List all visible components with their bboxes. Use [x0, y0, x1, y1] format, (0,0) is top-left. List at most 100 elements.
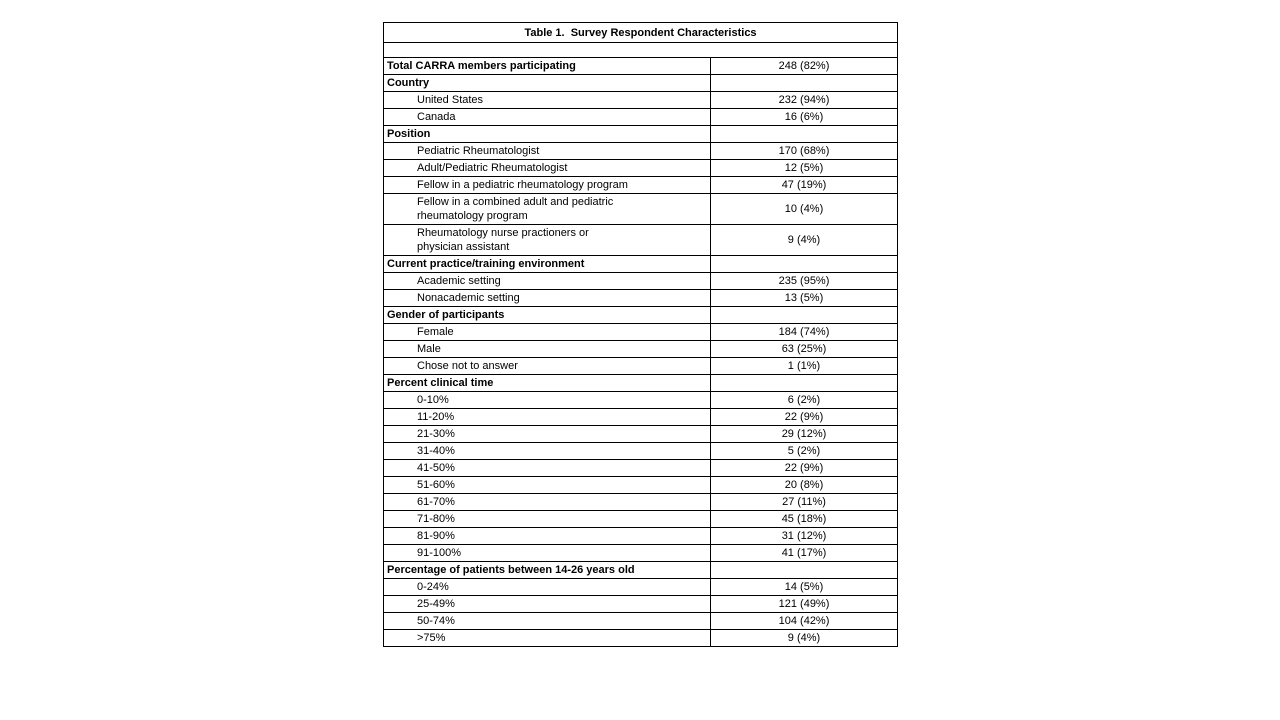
row-label: Chose not to answer — [383, 357, 711, 375]
row-value: 6 (2%) — [709, 391, 899, 409]
table-spacer-row — [382, 42, 899, 58]
row-value: 12 (5%) — [709, 159, 899, 177]
table-row: Percentage of patients between 14-26 yea… — [383, 561, 899, 579]
row-value: 170 (68%) — [709, 142, 899, 160]
row-value: 235 (95%) — [709, 272, 899, 290]
table-title-row: Table 1. Survey Respondent Characteristi… — [382, 22, 899, 43]
table-body: Total CARRA members participating 248 (82… — [383, 57, 899, 647]
row-label: Percentage of patients between 14-26 yea… — [383, 561, 711, 579]
row-label: Rheumatology nurse practioners or physic… — [383, 224, 711, 256]
row-label: 11-20% — [383, 408, 711, 426]
row-label: Total CARRA members participating — [383, 57, 711, 75]
table-row: 25-49% 121 (49%) — [383, 595, 899, 613]
row-label: Position — [383, 125, 711, 143]
row-value: 27 (11%) — [709, 493, 899, 511]
row-value: 63 (25%) — [709, 340, 899, 358]
row-label: 0-24% — [383, 578, 711, 596]
table-row: 21-30% 29 (12%) — [383, 425, 899, 443]
table-row: 31-40% 5 (2%) — [383, 442, 899, 460]
row-label: 51-60% — [383, 476, 711, 494]
table-row: Rheumatology nurse practioners or physic… — [383, 224, 899, 256]
survey-respondent-table: Table 1. Survey Respondent Characteristi… — [382, 22, 899, 647]
row-label: 41-50% — [383, 459, 711, 477]
table-row: United States 232 (94%) — [383, 91, 899, 109]
table-row: Chose not to answer 1 (1%) — [383, 357, 899, 375]
row-label: Fellow in a pediatric rheumatology progr… — [383, 176, 711, 194]
row-label: 31-40% — [383, 442, 711, 460]
row-label: 91-100% — [383, 544, 711, 562]
table-row: Country — [383, 74, 899, 92]
row-value — [709, 561, 899, 579]
table-row: Percent clinical time — [383, 374, 899, 392]
table-row: Fellow in a pediatric rheumatology progr… — [383, 176, 899, 194]
row-value: 13 (5%) — [709, 289, 899, 307]
row-value: 20 (8%) — [709, 476, 899, 494]
row-value: 29 (12%) — [709, 425, 899, 443]
row-label: Gender of participants — [383, 306, 711, 324]
row-value: 248 (82%) — [709, 57, 899, 75]
row-value: 14 (5%) — [709, 578, 899, 596]
table-row: Canada 16 (6%) — [383, 108, 899, 126]
spacer-cell — [382, 42, 899, 58]
table-row: 0-10% 6 (2%) — [383, 391, 899, 409]
row-value: 9 (4%) — [709, 224, 899, 256]
table-row: 11-20% 22 (9%) — [383, 408, 899, 426]
row-value — [709, 306, 899, 324]
row-value: 41 (17%) — [709, 544, 899, 562]
row-label: Fellow in a combined adult and pediatric… — [383, 193, 711, 225]
row-label: Nonacademic setting — [383, 289, 711, 307]
row-label: Current practice/training environment — [383, 255, 711, 273]
table-row: Fellow in a combined adult and pediatric… — [383, 193, 899, 225]
row-label: Pediatric Rheumatologist — [383, 142, 711, 160]
table-row: Current practice/training environment — [383, 255, 899, 273]
row-label: Country — [383, 74, 711, 92]
row-label: 25-49% — [383, 595, 711, 613]
table-row: Position — [383, 125, 899, 143]
row-label: 21-30% — [383, 425, 711, 443]
row-label: Academic setting — [383, 272, 711, 290]
row-value: 10 (4%) — [709, 193, 899, 225]
table-row: Total CARRA members participating 248 (82… — [383, 57, 899, 75]
row-value: 121 (49%) — [709, 595, 899, 613]
row-value: 45 (18%) — [709, 510, 899, 528]
table-row: Gender of participants — [383, 306, 899, 324]
row-value: 232 (94%) — [709, 91, 899, 109]
row-value: 1 (1%) — [709, 357, 899, 375]
row-value — [709, 374, 899, 392]
table-row: Adult/Pediatric Rheumatologist 12 (5%) — [383, 159, 899, 177]
row-label: Percent clinical time — [383, 374, 711, 392]
row-value: 31 (12%) — [709, 527, 899, 545]
row-value: 16 (6%) — [709, 108, 899, 126]
row-label: United States — [383, 91, 711, 109]
row-label: 61-70% — [383, 493, 711, 511]
row-value: 22 (9%) — [709, 408, 899, 426]
table-row: Pediatric Rheumatologist 170 (68%) — [383, 142, 899, 160]
row-value: 22 (9%) — [709, 459, 899, 477]
table-row: 91-100% 41 (17%) — [383, 544, 899, 562]
table-row: Female 184 (74%) — [383, 323, 899, 341]
row-value — [709, 255, 899, 273]
table-row: 50-74% 104 (42%) — [383, 612, 899, 630]
row-label: 0-10% — [383, 391, 711, 409]
row-value — [709, 74, 899, 92]
table-title: Table 1. Survey Respondent Characteristi… — [382, 22, 899, 43]
table-row: 0-24% 14 (5%) — [383, 578, 899, 596]
row-label: 50-74% — [383, 612, 711, 630]
row-value: 5 (2%) — [709, 442, 899, 460]
table-row: Nonacademic setting 13 (5%) — [383, 289, 899, 307]
table-row: 81-90% 31 (12%) — [383, 527, 899, 545]
table-row: Male 63 (25%) — [383, 340, 899, 358]
row-label: Female — [383, 323, 711, 341]
row-value: 104 (42%) — [709, 612, 899, 630]
row-label: 81-90% — [383, 527, 711, 545]
row-label: 71-80% — [383, 510, 711, 528]
table-row: >75% 9 (4%) — [383, 629, 899, 647]
row-value — [709, 125, 899, 143]
table-row: 71-80% 45 (18%) — [383, 510, 899, 528]
table-row: 61-70% 27 (11%) — [383, 493, 899, 511]
table-row: 41-50% 22 (9%) — [383, 459, 899, 477]
row-value: 47 (19%) — [709, 176, 899, 194]
row-value: 184 (74%) — [709, 323, 899, 341]
table-row: 51-60% 20 (8%) — [383, 476, 899, 494]
